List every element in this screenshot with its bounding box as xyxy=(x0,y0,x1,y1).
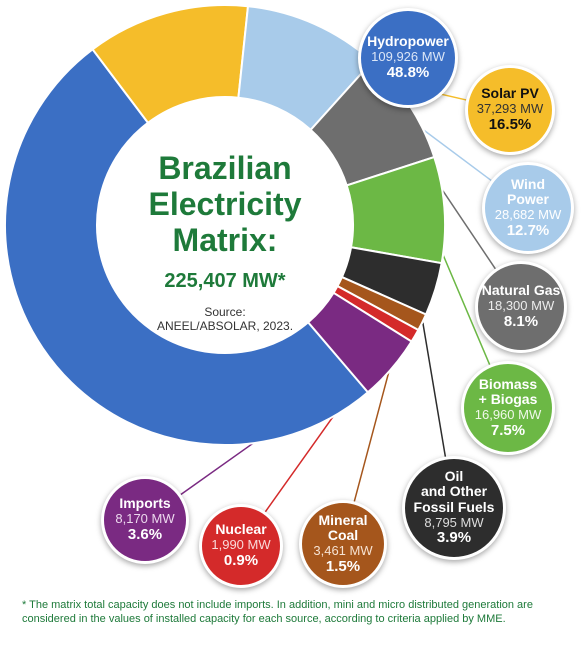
bubble-percent-solar-pv: 16.5% xyxy=(488,115,532,133)
bubble-percent-oil-fossil-fuels: 3.9% xyxy=(436,529,472,547)
label-bubble-natural-gas: Natural Gas 18,300 MW 8.1% xyxy=(475,261,567,353)
label-bubble-hydropower: Hydropower 109,926 MW 48.8% xyxy=(358,8,458,108)
bubble-mw-wind-power: 28,682 MW xyxy=(494,207,562,222)
bubble-mw-imports: 8,170 MW xyxy=(115,511,175,527)
label-bubble-wind-power: Wind Power 28,682 MW 12.7% xyxy=(482,162,574,254)
bubble-percent-mineral-coal: 1.5% xyxy=(325,557,361,575)
bubble-percent-hydropower: 48.8% xyxy=(386,63,430,81)
bubble-mw-mineral-coal: 3,461 MW xyxy=(313,543,373,558)
bubble-name-biomass-biogas: + Biogas xyxy=(478,391,538,408)
bubble-name-mineral-coal: Mineral xyxy=(318,511,368,528)
bubble-name-imports: Imports xyxy=(119,495,171,512)
bubble-name-oil-fossil-fuels: Fossil Fuels xyxy=(413,499,495,516)
bubble-name-oil-fossil-fuels: Oil xyxy=(444,467,464,484)
bubble-mw-biomass-biogas: 16,960 MW xyxy=(474,407,542,422)
bubble-percent-biomass-biogas: 7.5% xyxy=(490,421,526,439)
donut-hole xyxy=(97,97,353,353)
bubble-name-natural-gas: Natural Gas xyxy=(481,282,561,299)
label-bubble-solar-pv: Solar PV 37,293 MW 16.5% xyxy=(465,65,555,155)
bubble-mw-natural-gas: 18,300 MW xyxy=(487,298,555,314)
bubble-name-hydropower: Hydropower xyxy=(367,33,449,50)
title-line-1: Brazilian xyxy=(158,150,292,186)
label-bubble-mineral-coal: Mineral Coal 3,461 MW 1.5% xyxy=(299,500,387,588)
label-bubble-oil-fossil-fuels: Oil and Other Fossil Fuels 8,795 MW 3.9% xyxy=(402,456,506,560)
bubble-mw-nuclear: 1,990 MW xyxy=(211,537,271,553)
bubble-percent-imports: 3.6% xyxy=(127,525,163,543)
center-title-block: Brazilian Electricity Matrix: 225,407 MW… xyxy=(125,150,325,333)
bubble-name-nuclear: Nuclear xyxy=(215,521,267,538)
title-line-2: Electricity xyxy=(148,186,302,222)
bubble-name-solar-pv: Solar PV xyxy=(481,85,539,102)
bubble-percent-wind-power: 12.7% xyxy=(506,221,550,239)
bubble-percent-nuclear: 0.9% xyxy=(223,551,259,569)
total-capacity: 225,407 MW* xyxy=(164,270,286,292)
bubble-name-oil-fossil-fuels: and Other xyxy=(420,483,488,500)
bubble-name-biomass-biogas: Biomass xyxy=(478,375,538,392)
bubble-name-wind-power: Power xyxy=(506,191,549,208)
label-bubble-nuclear: Nuclear 1,990 MW 0.9% xyxy=(199,504,283,588)
bubble-mw-solar-pv: 37,293 MW xyxy=(476,101,544,117)
bubble-mw-oil-fossil-fuels: 8,795 MW xyxy=(424,514,484,530)
bubble-name-wind-power: Wind xyxy=(510,175,546,192)
bubble-percent-natural-gas: 8.1% xyxy=(503,312,539,330)
source-text: ANEEL/ABSOLAR, 2023. xyxy=(156,319,294,333)
footnote: * The matrix total capacity does not inc… xyxy=(22,599,533,625)
bubble-name-mineral-coal: Coal xyxy=(327,527,359,544)
label-bubble-biomass-biogas: Biomass + Biogas 16,960 MW 7.5% xyxy=(461,361,555,455)
bubble-mw-hydropower: 109,926 MW xyxy=(371,49,445,65)
title-line-3: Matrix: xyxy=(172,222,278,258)
label-bubble-imports: Imports 8,170 MW 3.6% xyxy=(101,476,189,564)
source-label: Source: xyxy=(204,305,246,319)
